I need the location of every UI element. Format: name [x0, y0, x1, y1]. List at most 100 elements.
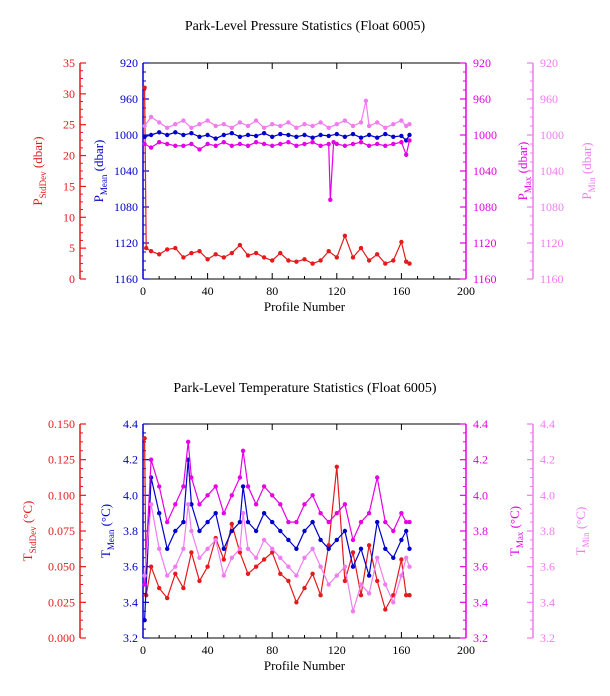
data-point-stddev	[399, 239, 404, 245]
data-point-min	[237, 546, 243, 551]
y-tick-label-min: 4.2	[540, 453, 555, 467]
data-point-min	[342, 564, 348, 569]
data-point-stddev	[245, 253, 251, 258]
data-point-mean	[358, 135, 364, 140]
x-tick-label: 200	[457, 643, 475, 657]
data-point-stddev	[366, 543, 372, 548]
data-point-max	[165, 519, 170, 525]
y-axis-label-sub: Max	[523, 176, 533, 193]
data-point-stddev	[366, 258, 372, 263]
y-axis-label-unit: (dbar)	[515, 142, 530, 177]
data-point-max	[294, 143, 299, 148]
data-point-min	[404, 123, 409, 129]
data-point-stddev	[302, 257, 307, 262]
y-tick-label-stddev: 0	[69, 272, 75, 286]
data-point-mean	[334, 537, 339, 543]
data-point-stddev	[375, 252, 380, 257]
data-point-min	[350, 609, 356, 614]
data-point-max	[240, 448, 246, 453]
data-point-min	[157, 546, 162, 551]
data-point-max	[189, 141, 194, 147]
data-point-max	[318, 143, 323, 148]
y-tick-label-mean: 1120	[114, 236, 138, 250]
data-point-min	[253, 118, 259, 123]
data-point-mean	[253, 528, 259, 534]
data-point-max	[261, 484, 267, 489]
data-point-max	[358, 140, 364, 145]
data-point-min	[148, 114, 154, 120]
data-point-stddev	[350, 255, 356, 260]
series-line-min	[144, 100, 410, 129]
data-point-mean	[326, 546, 331, 551]
data-point-max	[342, 502, 348, 507]
x-tick-label: 80	[266, 643, 278, 657]
data-point-min	[318, 120, 323, 125]
y-axis-label-unit: (dbar)	[30, 136, 45, 171]
data-point-stddev	[399, 557, 404, 562]
data-point-stddev	[326, 249, 331, 254]
y-tick-label-stddev: 35	[63, 56, 75, 70]
chart-title: Park-Level Pressure Statistics (Float 60…	[185, 19, 426, 34]
data-point-min	[181, 118, 186, 123]
data-point-stddev	[213, 252, 218, 257]
data-point-mean	[270, 519, 275, 525]
data-point-stddev	[181, 585, 186, 591]
data-point-mean	[253, 133, 259, 139]
y-axis-label-main: P	[579, 192, 594, 199]
series-line-stddev	[144, 87, 410, 265]
data-point-min	[186, 502, 191, 507]
y-axis-label-main: P	[515, 193, 530, 200]
y-tick-label-max: 1040	[473, 164, 497, 178]
data-point-mean	[286, 132, 291, 138]
data-point-min	[404, 555, 409, 560]
data-point-stddev	[334, 255, 339, 260]
data-point-min	[358, 120, 364, 125]
y-tick-label-min: 920	[540, 56, 558, 70]
data-point-min	[363, 98, 369, 104]
y-tick-label-stddev: 0.125	[48, 453, 75, 467]
x-tick-label: 0	[140, 643, 146, 657]
y-tick-label-max: 3.4	[473, 595, 488, 609]
data-point-max	[186, 439, 191, 444]
data-point-mean	[391, 555, 396, 560]
y-tick-label-max: 3.8	[473, 524, 488, 538]
data-point-stddev	[286, 578, 291, 584]
data-point-stddev	[278, 571, 283, 576]
data-point-max	[148, 457, 154, 462]
y-axis-label-main: T	[20, 553, 35, 561]
data-point-mean	[221, 546, 226, 551]
data-point-mean	[391, 134, 396, 139]
y-axis-label-stddev: PStdDev (dbar)	[30, 136, 48, 205]
y-tick-label-min: 4.0	[540, 488, 555, 502]
data-point-max	[173, 502, 178, 507]
data-point-max	[253, 140, 259, 145]
data-point-mean	[404, 528, 409, 534]
data-point-stddev	[391, 258, 396, 263]
data-point-mean	[261, 511, 267, 516]
data-point-stddev	[261, 255, 267, 260]
data-point-min	[318, 564, 323, 569]
y-axis-label-unit: (°C)	[507, 506, 522, 532]
y-tick-label-max: 4.0	[473, 488, 488, 502]
data-point-mean	[294, 546, 299, 551]
data-point-min	[245, 123, 251, 129]
data-point-mean	[342, 528, 348, 534]
y-tick-label-mean: 3.8	[123, 524, 138, 538]
data-point-stddev	[181, 255, 186, 260]
data-point-max	[245, 484, 251, 489]
data-point-stddev	[270, 550, 275, 555]
data-point-min	[286, 564, 291, 569]
data-point-mean	[350, 131, 356, 137]
data-point-stddev	[221, 255, 226, 260]
y-tick-label-mean: 4.2	[123, 453, 138, 467]
data-point-stddev	[407, 261, 412, 266]
x-tick-label: 200	[457, 284, 475, 298]
data-point-stddev	[189, 250, 194, 256]
data-point-mean	[189, 502, 194, 507]
data-point-max	[245, 143, 251, 148]
pressure-chart: Park-Level Pressure Statistics (Float 60…	[30, 19, 597, 314]
data-point-max	[399, 140, 404, 145]
data-point-min	[270, 546, 275, 551]
y-tick-label-stddev: 15	[63, 179, 75, 193]
